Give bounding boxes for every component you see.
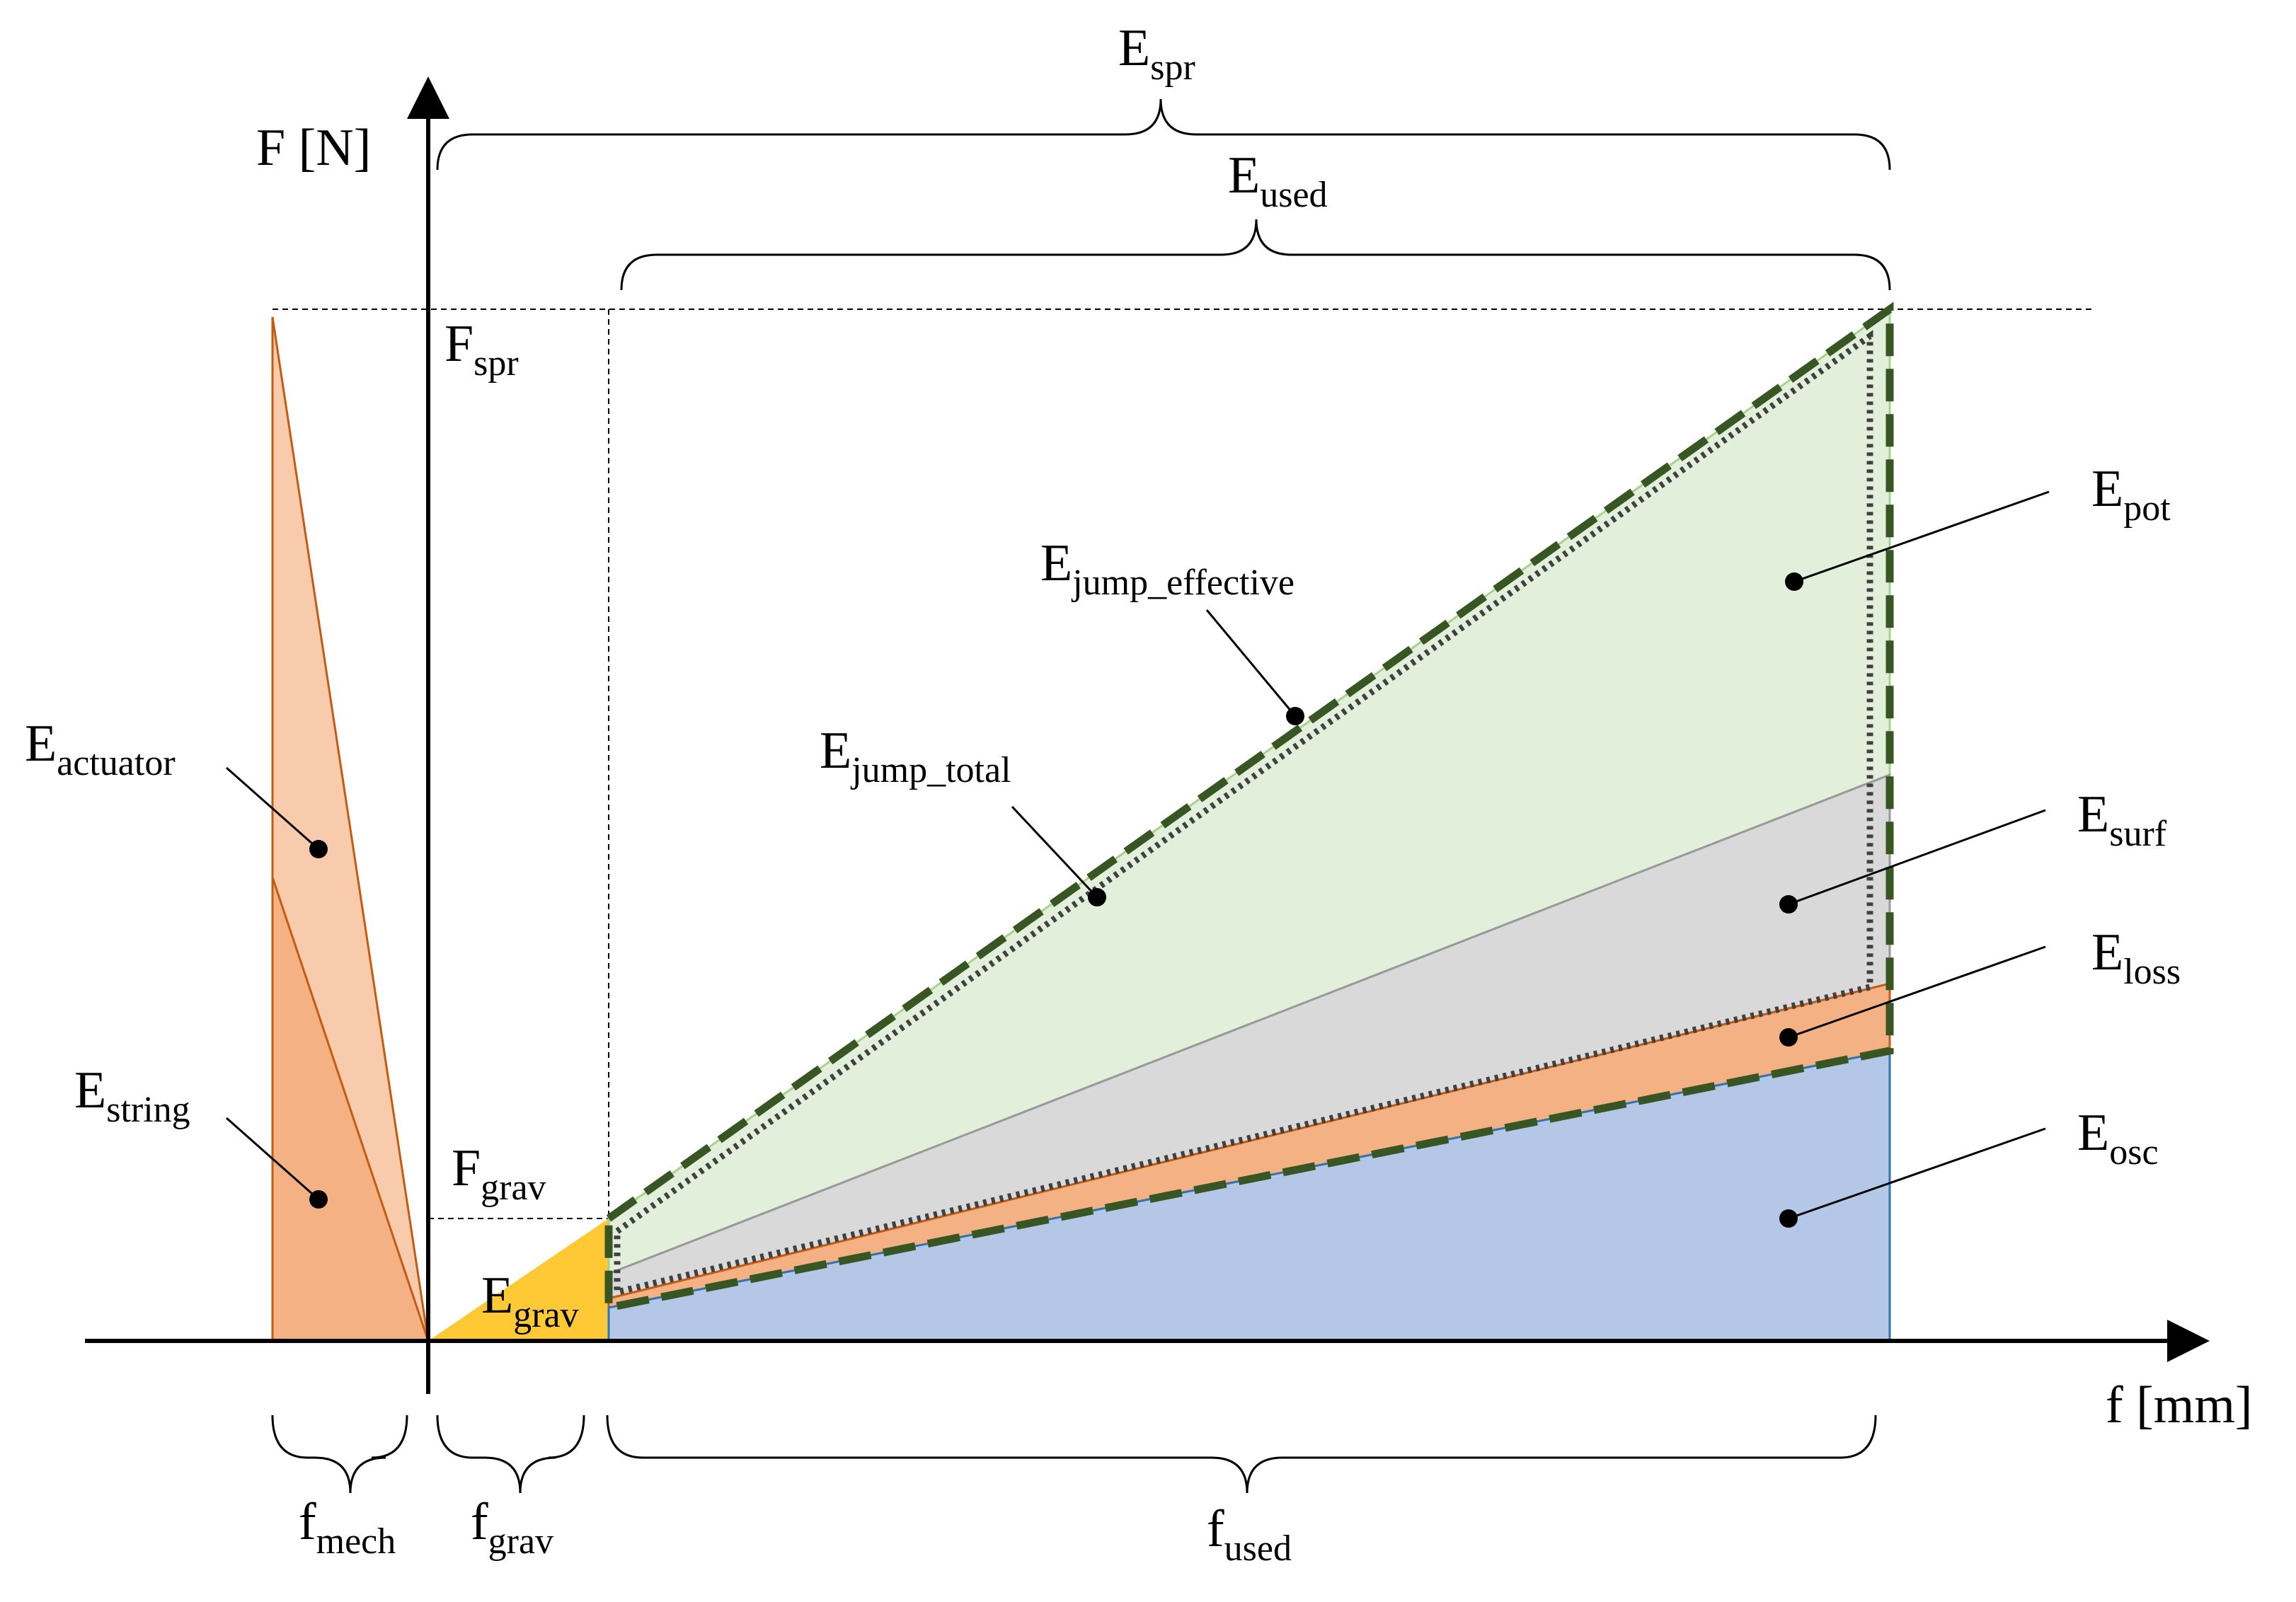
leader-lines <box>226 490 2050 1220</box>
e-osc-label: Eosc <box>2077 1104 2159 1172</box>
e-used-label: Eused <box>1228 146 1328 215</box>
jump-total-dotted-outline <box>614 330 1873 1296</box>
jump-effective-dashed-outline <box>604 301 1894 1313</box>
f-used-label: fused <box>1207 1500 1292 1569</box>
e-actuator-label: Eactuator <box>25 715 176 783</box>
e-actuator-dot <box>309 840 328 858</box>
x-axis-label: f [mm] <box>2106 1376 2253 1434</box>
f-used-brace <box>606 1414 1877 1494</box>
e-loss-dot <box>1779 1028 1798 1047</box>
e-pot-dot <box>1785 572 1803 591</box>
e-string-dot <box>309 1190 328 1209</box>
e-string-label: Estring <box>74 1061 190 1130</box>
e-used-brace <box>620 219 1891 291</box>
anchor-dots <box>309 572 1803 1228</box>
y-axis-label: F [N] <box>256 119 371 177</box>
e-jump-effective-label: Ejump_effective <box>1040 534 1295 603</box>
e-jump-total-label: Ejump_total <box>820 722 1011 790</box>
f-grav-label: Fgrav <box>452 1139 546 1208</box>
e-loss-label: Eloss <box>2091 923 2181 992</box>
e-spr-label: Espr <box>1118 19 1195 88</box>
e-grav-label: Egrav <box>481 1267 579 1335</box>
e-jump-effective-dot <box>1286 707 1304 725</box>
e-spr-brace <box>436 98 1891 171</box>
f-grav-brace <box>436 1414 585 1494</box>
f-grav-bottom-label: fgrav <box>471 1493 553 1562</box>
e-osc-dot <box>1779 1209 1798 1228</box>
e-pot-label: Epot <box>2091 460 2171 529</box>
f-mech-label: fmech <box>299 1493 396 1562</box>
e-surf-label: Esurf <box>2077 785 2167 854</box>
f-spr-label: Fspr <box>444 315 519 384</box>
f-mech-brace <box>271 1414 408 1494</box>
e-surf-dot <box>1779 895 1798 914</box>
gravity-energy-area <box>428 1218 609 1341</box>
e-jump-total-dot <box>1088 888 1106 906</box>
